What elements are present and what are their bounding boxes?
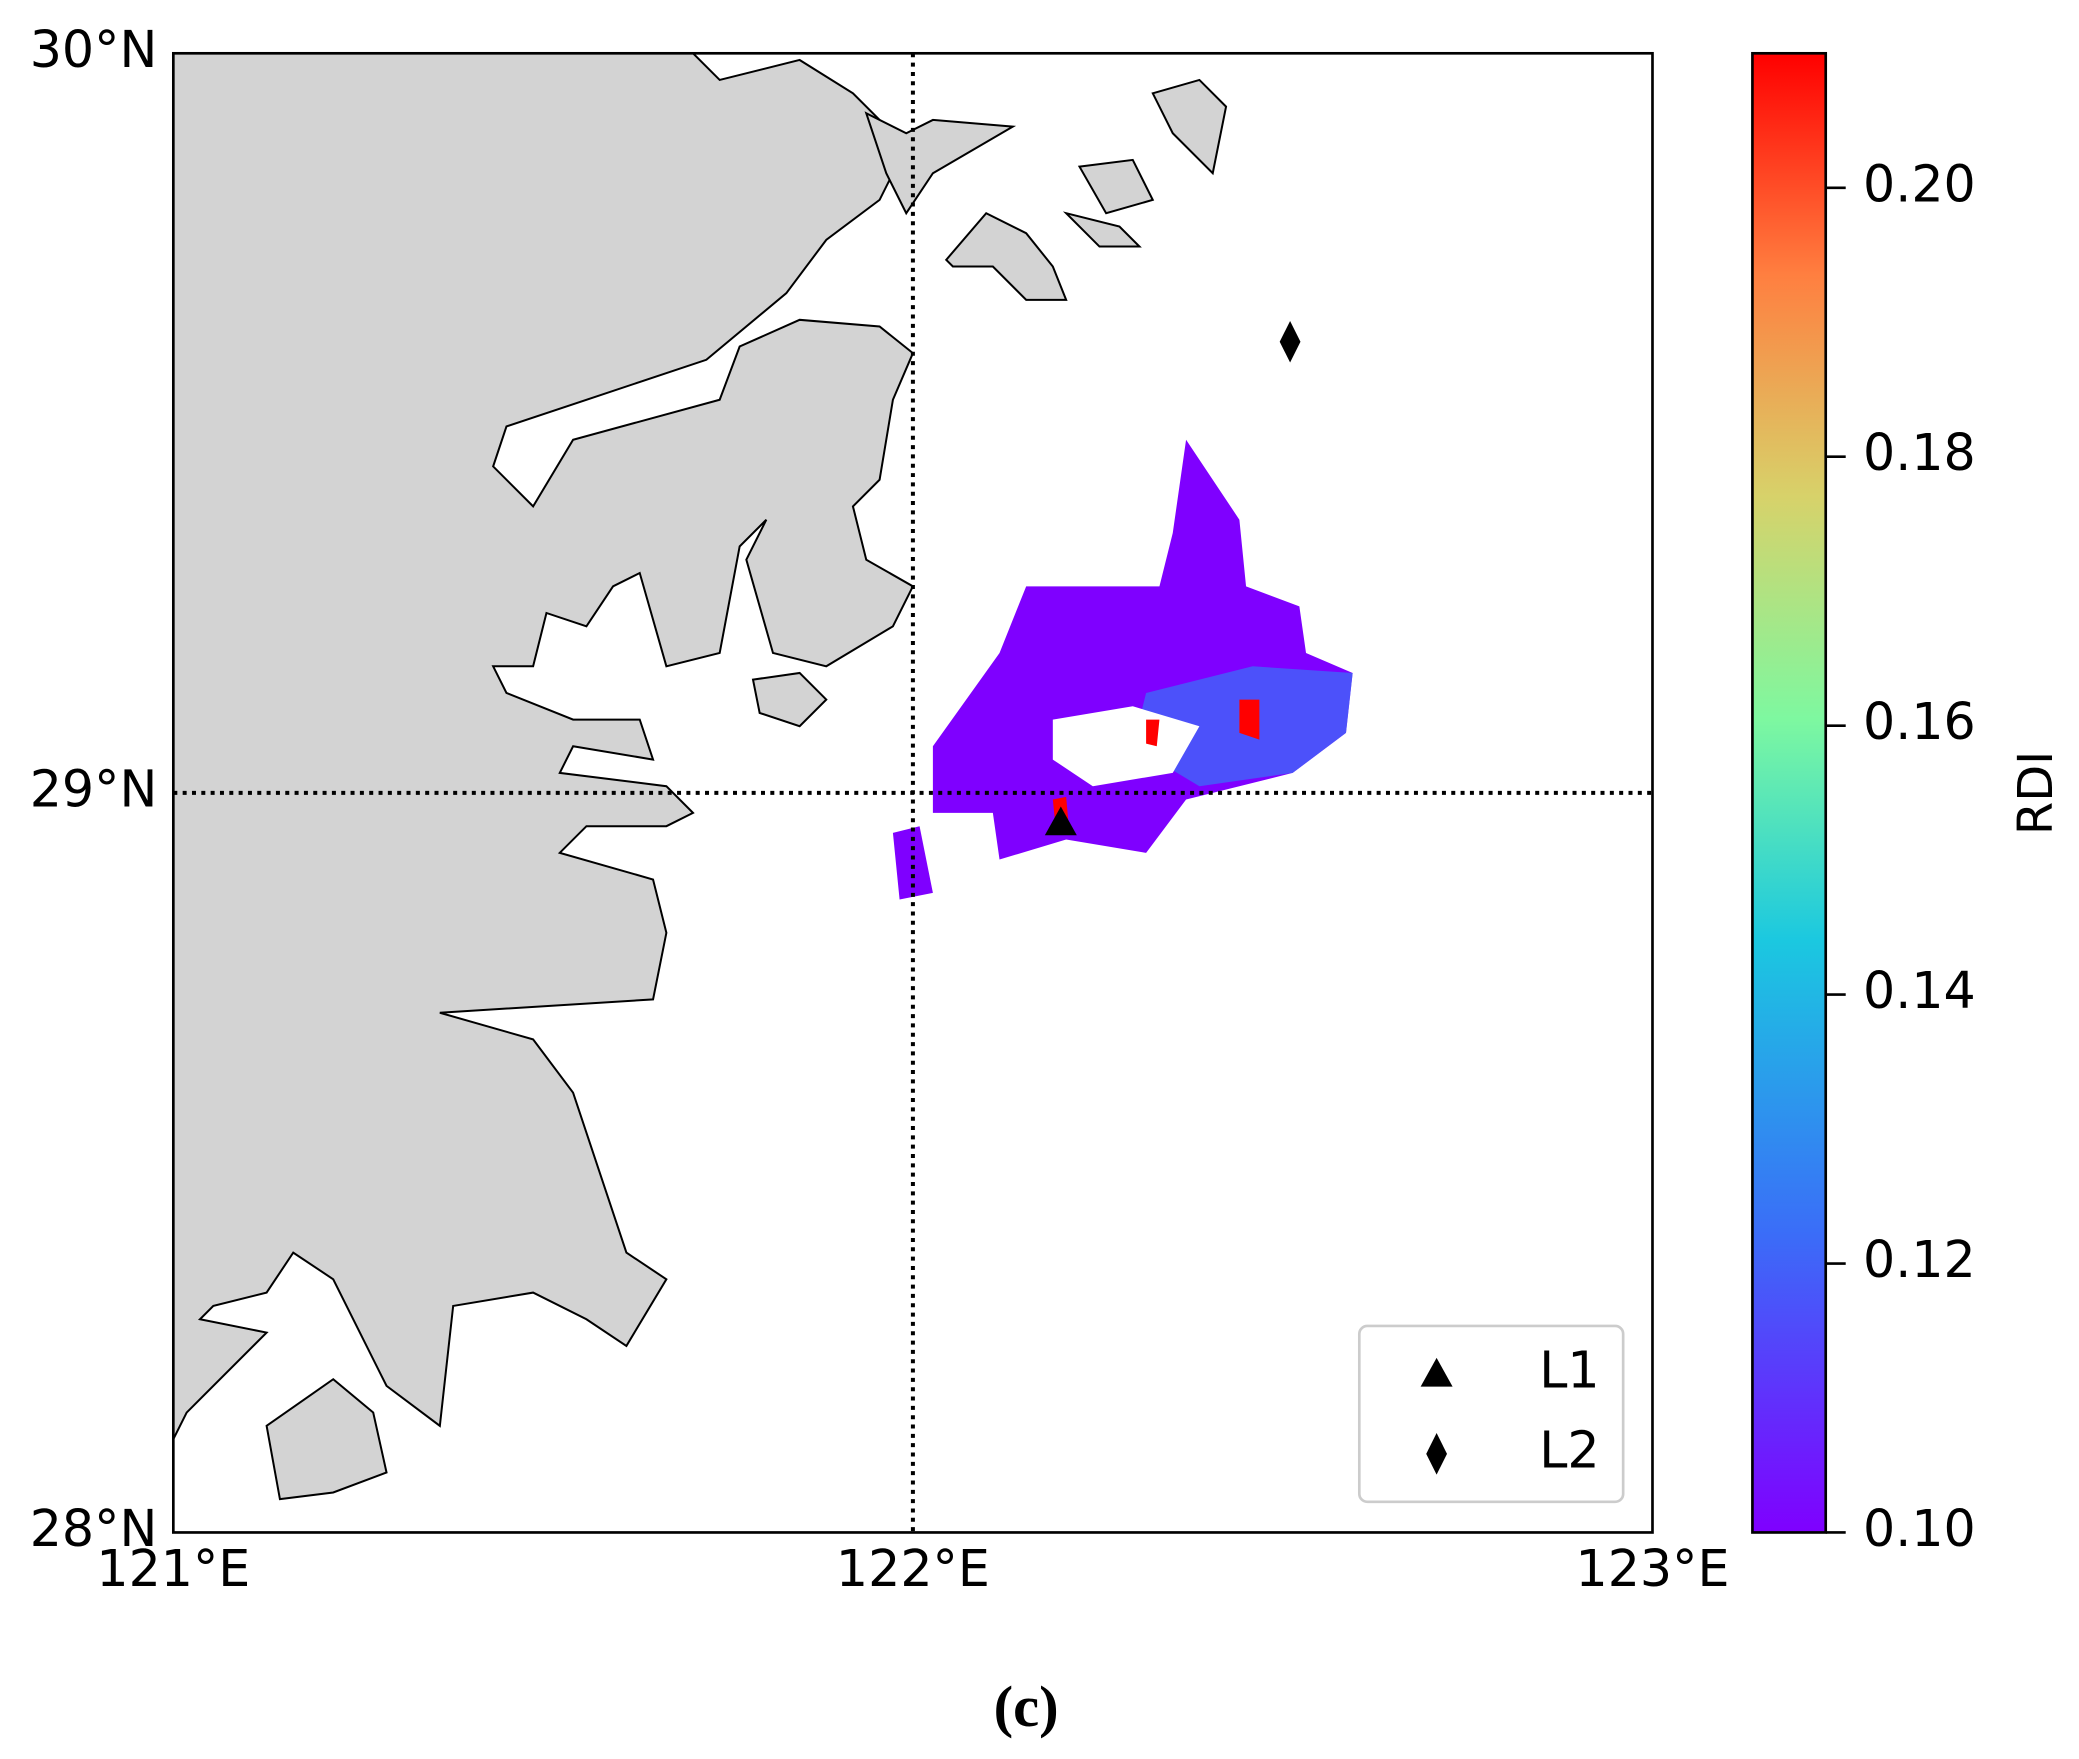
island: [1151, 78, 1228, 176]
rdi-field: [1052, 706, 1200, 787]
colorbar-tick-label: 0.10: [1863, 1499, 1976, 1558]
land: [173, 53, 915, 1440]
caption: (c): [994, 1674, 1059, 1739]
colorbar: [1751, 51, 1828, 1534]
map-layer: [173, 53, 1353, 1501]
marker: [1044, 806, 1077, 836]
colorbar-label: RDI: [2008, 751, 2064, 835]
marker: [1279, 320, 1301, 363]
colorbar-tick-label: 0.12: [1863, 1230, 1976, 1289]
rdi-field: [892, 826, 933, 900]
rdi-field: [1052, 699, 1260, 827]
x-tick-label: 121°E: [96, 1539, 250, 1598]
y-tick-label: 30°N: [30, 20, 158, 79]
legend-label: L1: [1539, 1340, 1599, 1399]
y-tick-label: 28°N: [30, 1499, 158, 1558]
chart-content: 121°E 122°E 123°E 28°N 29°N 30°N L1 L2 0.10 0.12 0…: [30, 20, 1976, 1598]
x-tick-label: 123°E: [1576, 1539, 1730, 1598]
island: [864, 111, 1017, 216]
colorbar-tick-label: 0.20: [1863, 154, 1976, 213]
island: [751, 671, 828, 728]
legend-marker: [1420, 1357, 1453, 1387]
colorbar-tick-label: 0.18: [1863, 423, 1976, 482]
y-tick-label: 29°N: [30, 759, 158, 818]
legend-box: [1357, 1324, 1625, 1504]
island: [1077, 158, 1155, 215]
island: [1062, 211, 1142, 248]
island: [265, 1377, 388, 1501]
colorbar-tick-label: 0.14: [1863, 961, 1976, 1020]
x-tick-label: 122°E: [836, 1539, 990, 1598]
colorbar-tick-label: 0.16: [1863, 692, 1976, 751]
rdi-field: [932, 439, 1353, 860]
legend-label: L2: [1539, 1420, 1599, 1479]
island: [944, 211, 1068, 301]
